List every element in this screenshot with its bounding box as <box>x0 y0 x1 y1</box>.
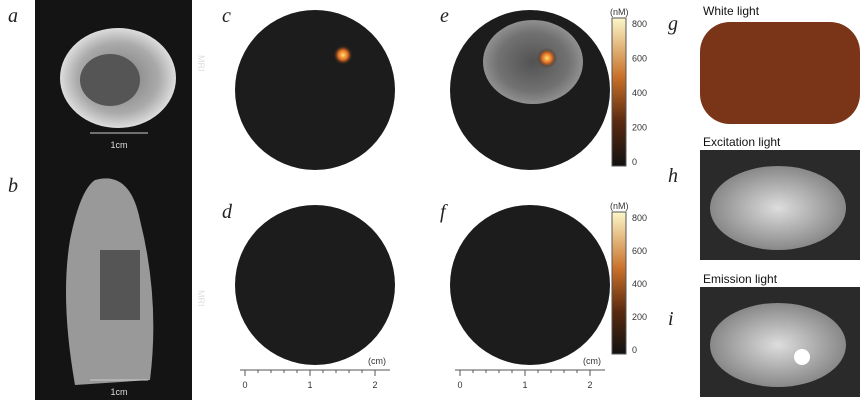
reconstruction <box>450 205 610 365</box>
panel-label: f <box>440 201 448 223</box>
photo-excitation <box>710 166 846 250</box>
panel-label: i <box>668 308 674 330</box>
axis-unit: (cm) <box>583 356 601 366</box>
axis-tick-label: 0 <box>457 380 462 390</box>
colorbar-tick: 800 <box>632 213 647 223</box>
reconstruction <box>235 205 395 365</box>
axis-tick-label: 0 <box>242 380 247 390</box>
photo-white <box>700 22 860 124</box>
photo-title: White light <box>703 4 760 18</box>
colorbar <box>612 212 626 354</box>
colorbar-tick: 0 <box>632 345 637 355</box>
colorbar <box>612 18 626 166</box>
colorbar-tick: 800 <box>632 19 647 29</box>
panel-label: d <box>222 201 233 223</box>
hotspot <box>537 48 557 68</box>
colorbar-tick: 200 <box>632 312 647 322</box>
mri-overlay <box>483 20 583 104</box>
photo-emission <box>710 303 846 387</box>
colorbar-tick: 200 <box>632 123 647 133</box>
colorbar-tick: 0 <box>632 157 637 167</box>
photo-title: Emission light <box>703 272 778 286</box>
panel-label: h <box>668 165 678 187</box>
figure: 1cm 1cm MRI MRI a b c d e f (nM)80060040… <box>0 0 867 405</box>
axis-tick-label: 1 <box>307 380 312 390</box>
mri-axial-inner <box>80 54 140 106</box>
hotspot <box>333 45 353 65</box>
axis-tick-label: 1 <box>522 380 527 390</box>
modality-label: MRI <box>196 290 206 307</box>
colorbar-tick: 600 <box>632 246 647 256</box>
panel-label: e <box>440 5 449 27</box>
modality-label: MRI <box>196 55 206 72</box>
panel-label: g <box>668 13 678 35</box>
colorbar-tick: 400 <box>632 88 647 98</box>
axis-unit: (cm) <box>368 356 386 366</box>
colorbar-unit: (nM) <box>610 7 629 17</box>
emission-spot <box>794 349 810 365</box>
reconstruction <box>235 10 395 170</box>
panel-label: a <box>8 5 18 27</box>
colorbar-tick: 400 <box>632 279 647 289</box>
mri-coronal-inner <box>100 250 140 320</box>
scale-label: 1cm <box>110 140 127 150</box>
scale-label: 1cm <box>110 387 127 397</box>
colorbar-tick: 600 <box>632 54 647 64</box>
photo-title: Excitation light <box>703 135 781 149</box>
axis-tick-label: 2 <box>372 380 377 390</box>
panel-label: c <box>222 5 231 27</box>
axis-tick-label: 2 <box>587 380 592 390</box>
panel-label: b <box>8 175 18 197</box>
colorbar-unit: (nM) <box>610 201 629 211</box>
